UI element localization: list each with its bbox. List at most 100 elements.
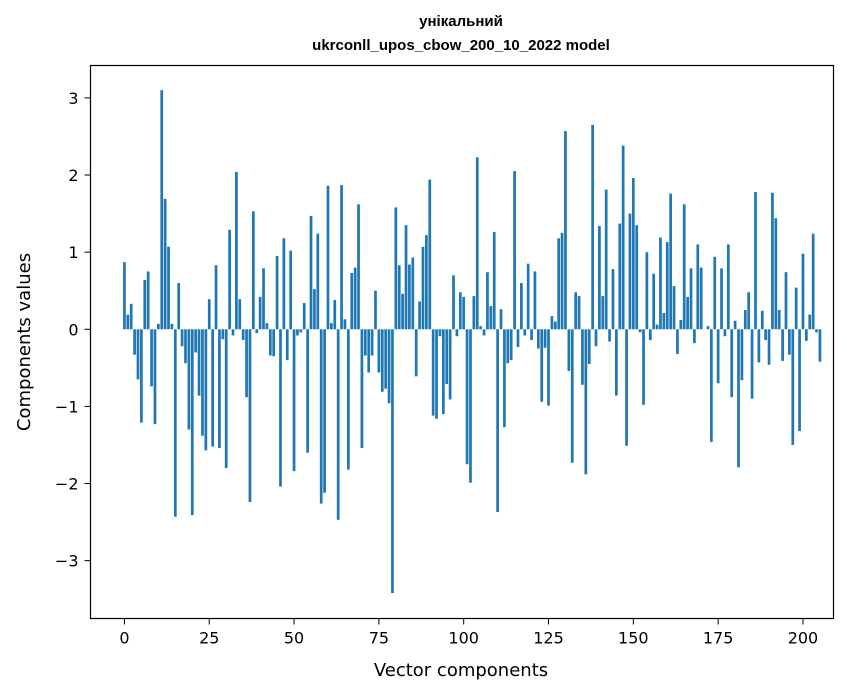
chart-title-line1: унікальний xyxy=(419,13,503,30)
bar-73 xyxy=(370,329,374,356)
bar-190 xyxy=(767,329,771,365)
bar-143 xyxy=(608,329,611,342)
bar-68 xyxy=(353,267,357,330)
bar-50 xyxy=(292,329,296,472)
bar-39 xyxy=(255,329,259,334)
y-tick-label: 1 xyxy=(68,243,78,262)
x-tick-label: 0 xyxy=(119,629,129,648)
bar-184 xyxy=(747,292,751,330)
bar-76 xyxy=(380,329,384,392)
bar-75 xyxy=(377,329,381,373)
bar-36 xyxy=(245,329,248,398)
bar-42 xyxy=(265,323,269,330)
bar-18 xyxy=(184,329,187,364)
bar-157 xyxy=(655,324,659,330)
bar-88 xyxy=(421,246,425,330)
bar-109 xyxy=(492,232,496,330)
bar-66 xyxy=(346,329,350,470)
bar-181 xyxy=(737,329,740,468)
bar-81 xyxy=(397,265,401,330)
bar-37 xyxy=(248,329,252,503)
bar-94 xyxy=(441,329,445,415)
bar-21 xyxy=(194,329,198,353)
bar-4 xyxy=(136,329,140,380)
bar-1 xyxy=(126,314,130,330)
bar-163 xyxy=(676,329,679,354)
bar-26 xyxy=(211,329,214,447)
bar-91 xyxy=(431,329,435,416)
x-axis-ticks: 0 25 50 75 100 125 150 175 200 xyxy=(119,618,818,648)
bar-101 xyxy=(465,329,469,465)
bar-113 xyxy=(506,329,510,364)
bar-178 xyxy=(726,244,730,330)
bar-108 xyxy=(489,306,493,330)
bar-6 xyxy=(143,279,147,330)
bar-179 xyxy=(730,329,734,398)
bar-136 xyxy=(584,329,588,475)
bar-22 xyxy=(197,329,201,396)
bar-168 xyxy=(693,329,696,344)
bar-121 xyxy=(533,271,537,330)
bar-180 xyxy=(733,320,737,330)
bar-189 xyxy=(764,329,768,341)
bar-144 xyxy=(611,269,615,330)
bar-148 xyxy=(625,329,628,446)
bar-125 xyxy=(547,329,550,406)
bar-103 xyxy=(472,296,476,330)
bar-165 xyxy=(682,204,686,330)
bar-0 xyxy=(123,262,126,330)
bar-77 xyxy=(384,329,388,389)
bar-202 xyxy=(808,314,812,330)
y-tick-label: −2 xyxy=(55,475,79,494)
bar-13 xyxy=(167,246,170,330)
bar-128 xyxy=(557,238,561,330)
bar-49 xyxy=(289,250,293,330)
bar-170 xyxy=(699,267,703,330)
bar-55 xyxy=(309,215,313,330)
x-tick-label: 50 xyxy=(284,629,304,648)
bar-52 xyxy=(299,329,303,333)
bar-29 xyxy=(221,329,225,340)
bar-195 xyxy=(784,272,788,330)
bar-80 xyxy=(394,207,398,330)
bar-102 xyxy=(469,329,472,483)
bar-124 xyxy=(543,329,547,348)
bar-158 xyxy=(659,237,662,330)
bar-114 xyxy=(509,329,513,361)
x-tick-label: 75 xyxy=(369,629,389,648)
bar-141 xyxy=(601,296,605,330)
bar-58 xyxy=(319,329,323,504)
bar-145 xyxy=(615,329,618,396)
y-tick-label: −1 xyxy=(55,397,79,416)
bar-97 xyxy=(452,275,455,330)
bar-150 xyxy=(631,178,635,330)
bar-137 xyxy=(587,329,591,364)
bar-200 xyxy=(801,253,805,330)
bar-110 xyxy=(496,329,499,513)
bar-64 xyxy=(340,185,343,330)
bar-162 xyxy=(672,286,676,330)
bar-34 xyxy=(238,299,242,330)
bar-140 xyxy=(598,225,601,330)
bar-74 xyxy=(374,290,377,330)
bar-2 xyxy=(129,303,133,330)
bar-192 xyxy=(774,218,778,330)
bar-132 xyxy=(570,329,574,463)
y-tick-label: −3 xyxy=(55,552,79,571)
bar-14 xyxy=(170,323,174,330)
bar-92 xyxy=(435,329,438,419)
bar-38 xyxy=(251,211,255,330)
chart-title-line2: ukrconll_upos_cbow_200_10_2022 model xyxy=(312,37,610,54)
bar-153 xyxy=(642,329,645,405)
bar-43 xyxy=(268,329,272,356)
bar-188 xyxy=(760,310,764,330)
bar-32 xyxy=(231,329,235,336)
bar-176 xyxy=(720,268,723,330)
bar-147 xyxy=(621,145,625,330)
bar-152 xyxy=(638,329,642,333)
bar-56 xyxy=(313,289,316,330)
bar-47 xyxy=(282,238,286,330)
bar-120 xyxy=(530,329,533,341)
bar-183 xyxy=(743,309,747,330)
bar-20 xyxy=(190,329,194,516)
